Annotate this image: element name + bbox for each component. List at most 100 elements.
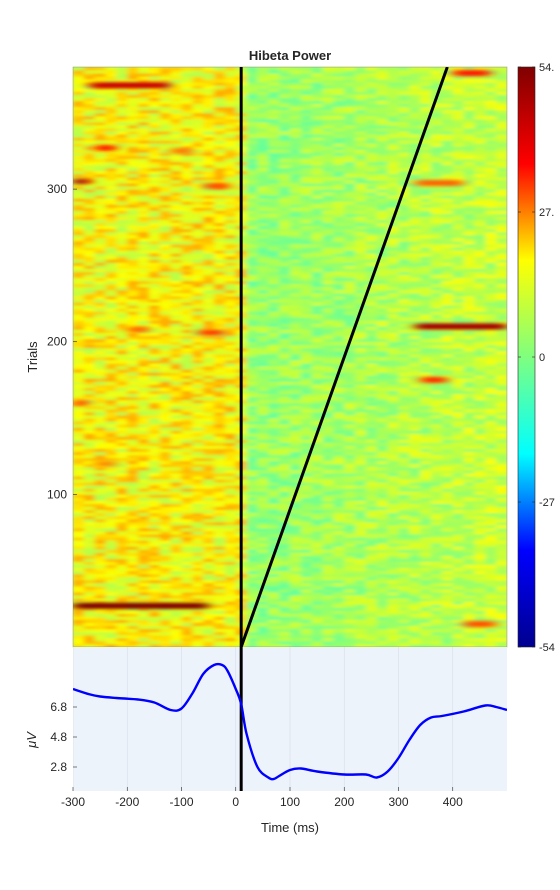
heatmap-cell bbox=[159, 509, 172, 514]
heatmap-cell bbox=[463, 311, 475, 315]
heatmap-cell bbox=[333, 436, 345, 440]
heatmap-cell bbox=[94, 295, 107, 300]
heatmap-cell bbox=[148, 271, 161, 275]
heatmap-cell bbox=[300, 302, 313, 306]
heatmap-cell bbox=[203, 433, 215, 437]
heatmap-cell bbox=[322, 506, 334, 511]
heatmap-cell bbox=[268, 381, 280, 385]
heatmap-cell bbox=[431, 537, 443, 541]
heatmap-cell bbox=[398, 268, 410, 272]
heatmap-cell bbox=[73, 299, 85, 303]
heatmap-cell bbox=[452, 454, 465, 459]
heatmap-cell bbox=[333, 497, 345, 501]
heatmap-cell bbox=[387, 561, 399, 565]
heatmap-cell bbox=[376, 326, 389, 330]
heatmap-cell bbox=[116, 360, 128, 364]
heatmap-cell bbox=[224, 473, 237, 477]
heatmap-cell bbox=[474, 460, 486, 465]
heatmap-cell bbox=[138, 289, 150, 294]
heatmap-cell bbox=[300, 418, 313, 422]
heatmap-cell bbox=[398, 320, 410, 324]
heatmap-cell bbox=[311, 534, 324, 538]
heatmap-cell bbox=[127, 353, 139, 358]
heatmap-cell bbox=[344, 570, 356, 575]
heatmap-cell bbox=[344, 610, 356, 614]
heatmap-cell bbox=[279, 326, 291, 330]
heatmap-cell bbox=[387, 344, 399, 349]
heatmap-cell bbox=[441, 350, 454, 355]
heatmap-cell bbox=[431, 576, 443, 581]
heatmap-cell bbox=[290, 473, 302, 477]
heatmap-cell bbox=[290, 268, 302, 272]
heatmap-cell bbox=[290, 479, 302, 483]
heatmap-cell bbox=[452, 601, 465, 605]
heatmap-cell bbox=[105, 433, 117, 437]
heatmap-cell bbox=[170, 353, 182, 358]
heatmap-cell bbox=[387, 265, 399, 269]
heatmap-cell bbox=[279, 360, 291, 364]
heatmap-cell bbox=[376, 607, 389, 611]
heatmap-cell bbox=[257, 295, 269, 300]
heatmap-cell bbox=[138, 625, 150, 630]
heatmap-cell bbox=[485, 521, 497, 526]
heatmap-cell bbox=[94, 326, 107, 330]
heatmap-cell bbox=[300, 402, 313, 407]
heatmap-cell bbox=[398, 564, 410, 569]
heatmap-cell bbox=[420, 451, 432, 456]
heatmap-cell bbox=[463, 332, 475, 337]
heatmap-cell bbox=[214, 488, 226, 492]
heatmap-cell bbox=[170, 280, 182, 285]
heatmap-cell bbox=[420, 442, 432, 446]
heatmap-cell bbox=[452, 350, 465, 355]
heatmap-cell bbox=[279, 640, 291, 645]
heatmap-cell bbox=[138, 387, 150, 391]
heatmap-cell bbox=[279, 433, 291, 437]
heatmap-cell bbox=[387, 415, 399, 419]
heatmap-cell bbox=[159, 283, 172, 288]
heatmap-cell bbox=[181, 476, 193, 480]
heatmap-cell bbox=[452, 488, 465, 492]
heatmap-cell bbox=[224, 460, 237, 465]
heatmap-cell bbox=[485, 524, 497, 529]
heatmap-cell bbox=[452, 512, 465, 517]
heatmap-cell bbox=[116, 411, 128, 416]
heatmap-cell bbox=[409, 430, 421, 434]
heatmap-cell bbox=[431, 451, 443, 456]
heatmap-cell bbox=[311, 500, 324, 504]
heatmap-cell bbox=[365, 271, 378, 275]
heatmap-cell bbox=[73, 308, 85, 312]
heatmap-cell bbox=[214, 552, 226, 556]
heatmap-cell bbox=[138, 610, 150, 614]
heatmap-cell bbox=[279, 570, 291, 575]
heatmap-cell bbox=[246, 567, 258, 572]
heatmap-cell bbox=[441, 460, 454, 465]
heatmap-cell bbox=[387, 527, 399, 532]
heatmap-cell bbox=[387, 509, 399, 514]
heatmap-cell bbox=[268, 390, 280, 395]
heatmap-cell bbox=[496, 610, 507, 614]
heatmap-cell bbox=[83, 576, 96, 581]
heatmap-cell bbox=[83, 390, 96, 395]
heatmap-cell bbox=[214, 537, 226, 541]
heatmap-cell bbox=[333, 415, 345, 419]
heatmap-cell bbox=[365, 582, 378, 587]
heatmap-cell bbox=[148, 616, 161, 620]
heatmap-cell bbox=[463, 442, 475, 446]
heatmap-cell bbox=[73, 353, 85, 358]
heatmap-cell bbox=[452, 280, 465, 285]
heatmap-cell bbox=[496, 418, 507, 422]
heatmap-cell bbox=[224, 598, 237, 602]
heatmap-cell bbox=[246, 366, 258, 370]
heatmap-cell bbox=[376, 640, 389, 645]
heatmap-cell bbox=[279, 500, 291, 504]
heatmap-cell bbox=[181, 448, 193, 453]
heatmap-cell bbox=[257, 643, 269, 647]
heatmap-cell bbox=[105, 295, 117, 300]
heatmap-cell bbox=[311, 488, 324, 492]
heatmap-cell bbox=[376, 268, 389, 272]
heatmap-cell bbox=[214, 295, 226, 300]
heatmap-cell bbox=[203, 317, 215, 321]
heatmap-cell bbox=[203, 381, 215, 385]
heatmap-cell bbox=[290, 460, 302, 465]
heatmap-cell bbox=[365, 610, 378, 614]
